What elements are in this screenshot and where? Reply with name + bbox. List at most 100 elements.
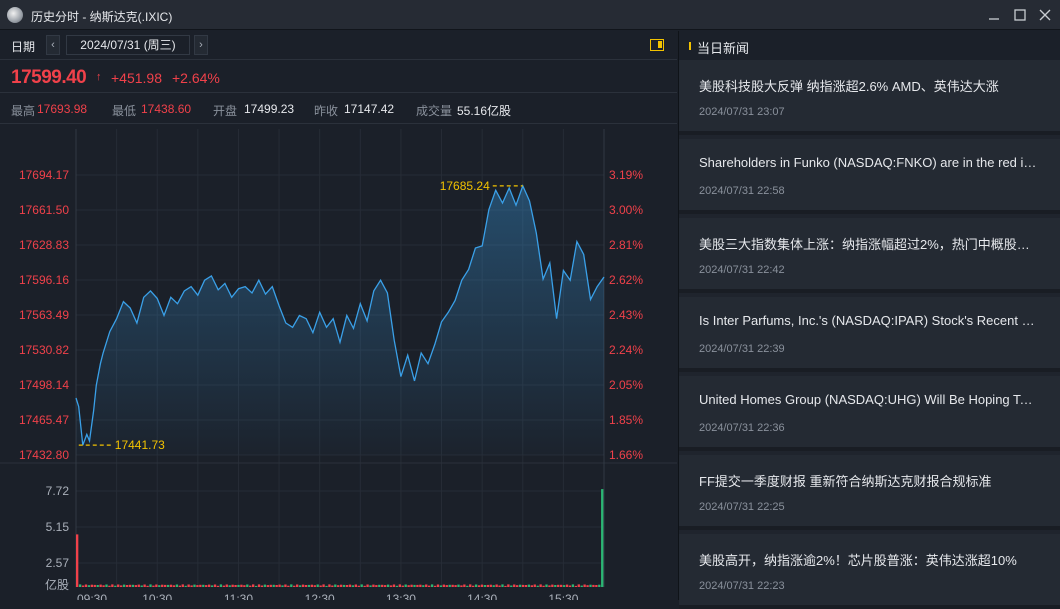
volume-bar: [187, 584, 190, 587]
volume-bar: [542, 585, 545, 587]
volume-bar: [84, 584, 88, 587]
news-item[interactable]: 美股三大指数集体上涨：纳指涨幅超过2%，热门中概股普涨 2024/07/31 22…: [679, 218, 1060, 293]
volume-bar: [319, 585, 322, 587]
volume-bar: [122, 584, 126, 587]
x-tick-label: 09:30: [77, 592, 107, 600]
volume-bar: [536, 585, 539, 587]
volume-bar: [93, 584, 96, 587]
volume-bar: [586, 585, 589, 587]
news-item[interactable]: Shareholders in Funko (NASDAQ:FNKO) are …: [679, 139, 1060, 214]
volume-bar: [196, 585, 199, 587]
volume-bar: [210, 585, 214, 587]
volume-bar: [375, 585, 378, 587]
y-tick-label: 17628.83: [19, 238, 69, 252]
volume-bar: [96, 585, 99, 587]
y-axis-right: 3.19% 3.00% 2.81% 2.62% 2.43% 2.24% 2.05% 1.85%…: [609, 168, 643, 462]
y-tick-label-pct: 2.81%: [609, 238, 643, 252]
volume-bar: [293, 585, 296, 587]
volume-bar: [254, 585, 258, 587]
news-header: 当日新闻: [679, 31, 1060, 60]
maximize-icon[interactable]: [1010, 5, 1030, 25]
news-item[interactable]: FF提交一季度财报 重新符合纳斯达克财报合规标准 2024/07/31 22:25: [679, 455, 1060, 530]
volume-bar: [363, 585, 366, 587]
volume-bar: [76, 534, 79, 587]
volume-tick-label: 5.15: [46, 520, 70, 534]
volume-bar: [78, 584, 82, 587]
volume-bar: [278, 584, 281, 587]
up-arrow-icon: ↑: [96, 71, 102, 83]
volume-bar: [386, 584, 390, 587]
volume-bar: [369, 585, 372, 587]
volume-bar: [474, 584, 478, 587]
volume-bar: [240, 584, 243, 587]
news-item[interactable]: 美股高开，纳指涨逾2%！芯片股普涨：英伟达涨超10% 2024/07/31 22:…: [679, 534, 1060, 609]
news-item[interactable]: 美股科技股大反弹 纳指涨超2.6% AMD、英伟达大涨 2024/07/31 23…: [679, 60, 1060, 135]
volume-bar: [190, 585, 193, 587]
volume-bar: [269, 584, 272, 587]
volume-bar: [568, 585, 572, 587]
volume-bar: [489, 584, 492, 587]
volume-bar: [202, 584, 205, 587]
next-day-button[interactable]: ›: [194, 35, 208, 55]
volume-bar: [199, 584, 202, 587]
news-headline: United Homes Group (NASDAQ:UHG) Will Be …: [699, 392, 1037, 407]
date-picker[interactable]: 2024/07/31 (周三): [66, 35, 190, 55]
y-axis-left: 17694.17 17661.50 17628.83 17596.16 17563.49…: [19, 168, 69, 462]
volume-bar: [419, 584, 422, 587]
volume-bar: [366, 584, 369, 587]
volume-bar: [99, 584, 102, 587]
volume-bar: [102, 585, 105, 587]
volume-bar: [498, 585, 501, 587]
volume-bar: [140, 585, 143, 587]
news-time: 2024/07/31 22:25: [699, 501, 785, 513]
news-headline: 美股科技股大反弹 纳指涨超2.6% AMD、英伟达大涨: [699, 79, 999, 94]
volume-bar: [108, 585, 111, 587]
volume-bar: [169, 584, 173, 587]
volume-bar: [158, 585, 161, 587]
volume-bar: [304, 585, 308, 587]
volume-bar: [328, 584, 331, 587]
volume-bar: [601, 489, 604, 587]
volume-bar: [275, 585, 278, 587]
volume-bar: [527, 584, 531, 587]
last-price: 17599.40: [11, 67, 87, 88]
x-tick-label: 13:30: [386, 592, 416, 600]
y-tick-label: 17432.80: [19, 448, 69, 462]
x-tick-label: 11:30: [224, 592, 253, 600]
volume-bar: [384, 585, 387, 587]
x-axis: 09:30 10:30 11:30 12:30 13:30 14:30 15:30: [77, 592, 579, 600]
minimize-icon[interactable]: [984, 5, 1004, 25]
prev-day-button[interactable]: ‹: [46, 35, 60, 55]
y-tick-label-pct: 1.85%: [609, 413, 643, 427]
news-item[interactable]: Is Inter Parfums, Inc.'s (NASDAQ:IPAR) S…: [679, 297, 1060, 372]
y-tick-label: 17498.14: [19, 378, 69, 392]
volume-bar: [583, 584, 586, 587]
volume-bar: [137, 584, 140, 587]
volume-bar: [577, 584, 580, 587]
volume-bar: [90, 584, 93, 587]
volume-bar: [507, 584, 510, 587]
volume-bar: [340, 584, 343, 587]
low-marker-label: 17441.73: [115, 438, 165, 452]
volume-bar: [87, 585, 91, 587]
news-headline: 美股高开，纳指涨逾2%！芯片股普涨：英伟达涨超10%: [699, 553, 1017, 568]
volume-bar: [284, 584, 287, 587]
y-tick-label: 17596.16: [19, 273, 69, 287]
volume-bar: [428, 585, 431, 587]
low-label: 最低: [112, 104, 137, 118]
volume-bar: [246, 584, 249, 587]
volume-bar: [533, 584, 536, 587]
volume-bar: [442, 584, 445, 587]
close-icon[interactable]: [1035, 5, 1055, 25]
volume-bar: [342, 584, 346, 587]
volume-bar: [337, 585, 340, 587]
panel-toggle-icon[interactable]: [650, 39, 664, 51]
volume-bar: [554, 585, 557, 587]
volume-bar: [571, 584, 575, 587]
volume-bar: [422, 585, 425, 587]
volume-bar: [425, 584, 428, 587]
volume-label: 成交量: [416, 104, 453, 118]
intraday-chart[interactable]: 17694.17 17661.50 17628.83 17596.16 17563.49…: [0, 125, 677, 600]
news-item[interactable]: United Homes Group (NASDAQ:UHG) Will Be …: [679, 376, 1060, 451]
prev-close-label: 昨收: [314, 104, 339, 118]
